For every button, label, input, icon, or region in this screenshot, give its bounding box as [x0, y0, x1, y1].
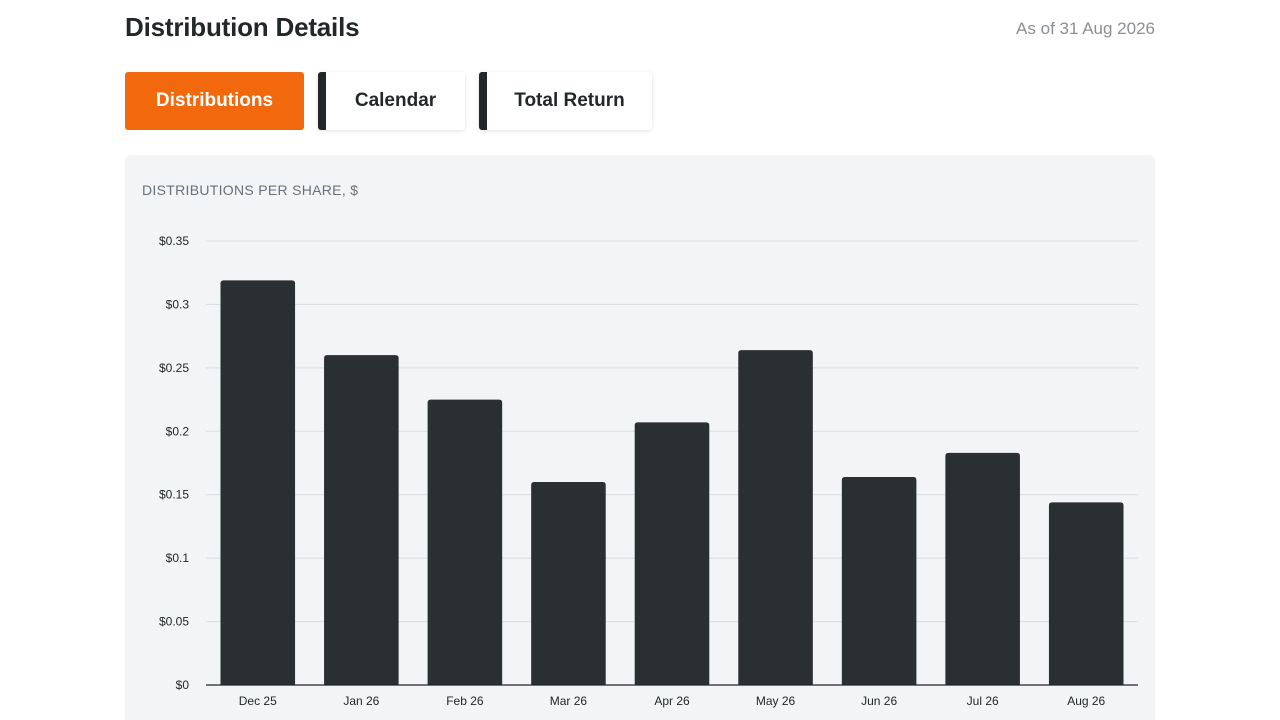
x-tick-label: Mar 26: [550, 694, 588, 708]
distributions-bar-chart: $0 $0.05 $0.1 $0.15 $0.2 $0.25 $0.3 $0.35 Dec 25…: [159, 234, 1138, 708]
bar: [738, 350, 813, 685]
x-tick-label: Jul 26: [967, 694, 999, 708]
x-tick-label: Feb 26: [446, 694, 484, 708]
y-tick-label: $0.35: [159, 234, 189, 248]
tab-accent-bar: [479, 72, 487, 130]
tab-accent-bar: [318, 72, 326, 130]
tab-label: Calendar: [354, 90, 437, 111]
as-of-date: As of 31 Aug 2026: [1016, 19, 1155, 38]
bar: [634, 422, 710, 685]
y-tick-label: $0.2: [166, 424, 190, 438]
y-tick-label: $0.1: [166, 551, 190, 565]
page-title: Distribution Details: [125, 12, 360, 42]
x-tick-label: May 26: [756, 694, 796, 708]
y-tick-label: $0.3: [166, 297, 190, 311]
y-tick-label: $0.15: [159, 488, 189, 502]
y-tick-label: $0.25: [159, 361, 189, 375]
bar: [531, 482, 606, 685]
bar: [220, 280, 296, 685]
x-tick-label: Dec 25: [239, 694, 277, 708]
tab-calendar[interactable]: Calendar: [318, 72, 465, 130]
bar: [945, 452, 1020, 685]
chart-title: DISTRIBUTIONS PER SHARE, $: [142, 182, 359, 198]
x-tick-label: Apr 26: [654, 694, 690, 708]
tab-total-return[interactable]: Total Return: [479, 72, 652, 130]
x-tick-label: Jan 26: [343, 694, 379, 708]
tab-distributions[interactable]: Distributions: [125, 72, 304, 130]
y-tick-label: $0: [176, 678, 190, 692]
x-tick-label: Jun 26: [861, 694, 897, 708]
distributions-chart-card: DISTRIBUTIONS PER SHARE, $ $0 $0.05 $0.1 $0…: [125, 155, 1155, 720]
bar: [324, 355, 399, 685]
x-tick-label: Aug 26: [1067, 694, 1105, 708]
bar: [1048, 502, 1124, 685]
tab-label: Total Return: [514, 90, 625, 111]
tab-label: Distributions: [155, 90, 274, 111]
y-tick-label: $0.05: [159, 615, 189, 629]
bar: [841, 476, 917, 685]
bar: [427, 399, 503, 685]
